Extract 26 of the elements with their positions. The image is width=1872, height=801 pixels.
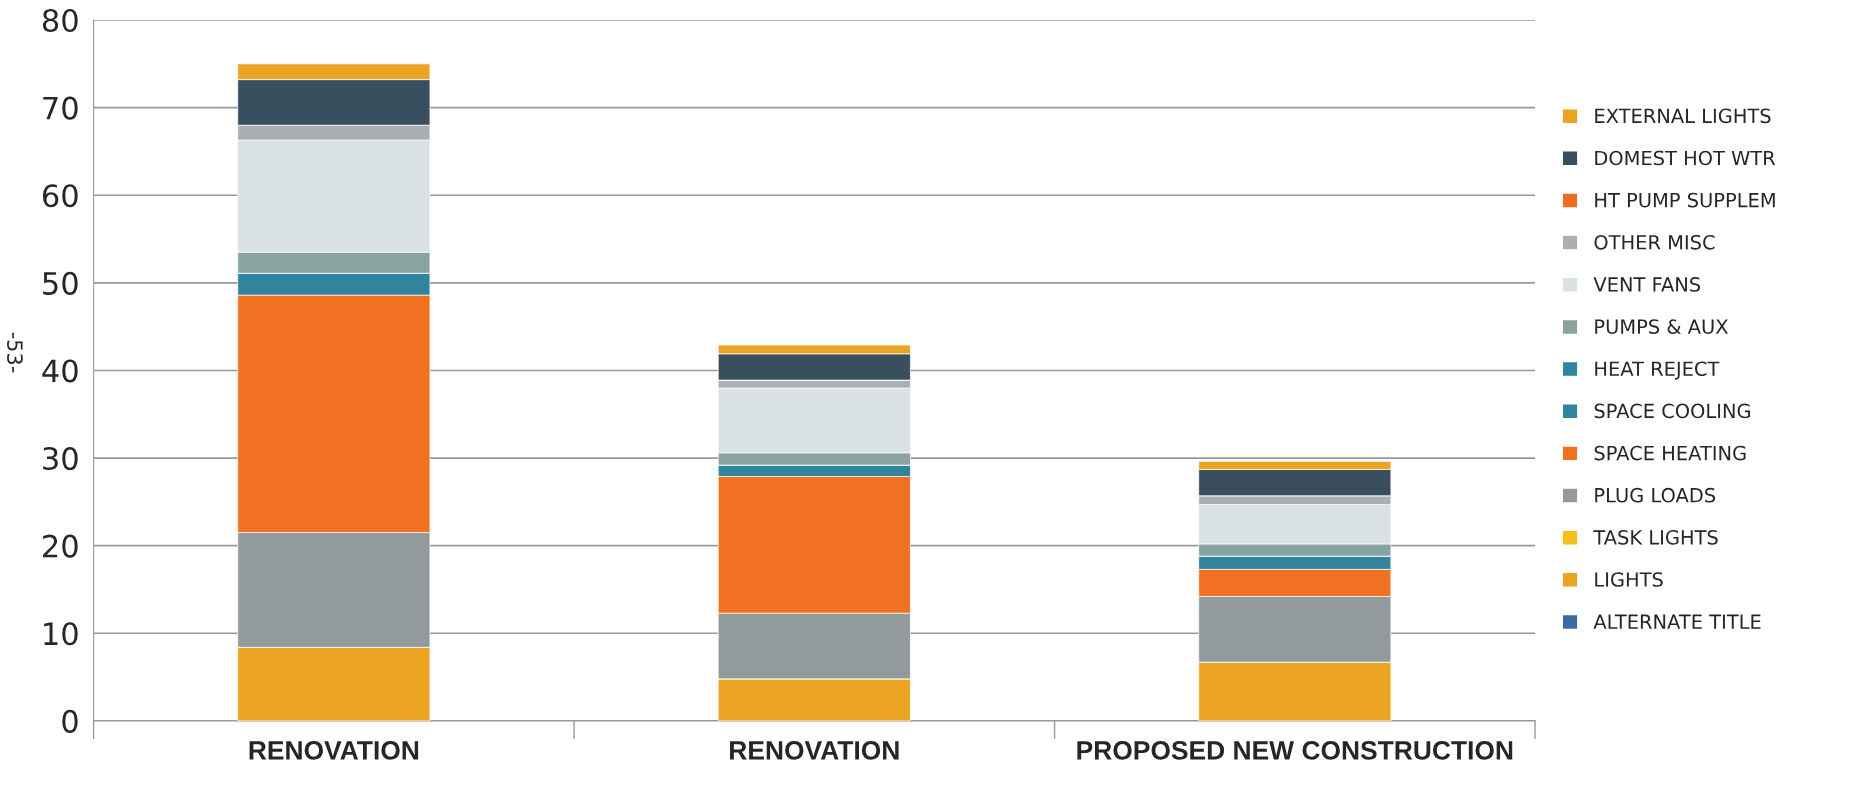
- legend-label: DOMEST HOT WTR: [1595, 150, 1776, 166]
- y-tick-label: 20: [43, 534, 78, 558]
- y-tick-label: 30: [43, 447, 78, 471]
- y-tick-label: 80: [42, 8, 78, 33]
- y-tick-label: 60: [42, 184, 78, 208]
- y-tick-label: 70: [43, 96, 78, 120]
- x-tick-label: RENOVATION: [730, 741, 899, 760]
- legend-label: SPACE HEATING: [1594, 445, 1746, 461]
- legend-label: PLUG LOADS: [1595, 487, 1716, 503]
- y-tick-label: 0: [62, 709, 78, 733]
- x-tick-label: PROPOSED NEW CONSTRUCTION: [1077, 741, 1513, 760]
- legend-label: SPACE COOLING: [1594, 403, 1750, 419]
- y-tick-label: 40: [42, 359, 78, 383]
- legend-label: LIGHTS: [1595, 572, 1663, 587]
- legend-label: HT PUMP SUPPLEM: [1595, 192, 1775, 208]
- legend-label: OTHER MISC: [1594, 234, 1715, 250]
- x-tick-label: RENOVATION: [249, 741, 419, 760]
- legend-label: PUMPS & AUX: [1595, 319, 1728, 334]
- legend-label: ALTERNATE TITLE: [1593, 614, 1761, 629]
- y-tick-label: 50: [43, 271, 78, 295]
- legend-label: TASK LIGHTS: [1593, 530, 1718, 545]
- y-tick-label: 10: [44, 622, 78, 646]
- text: -53-: [7, 332, 23, 373]
- legend-label: HEAT REJECT: [1595, 361, 1720, 380]
- legend-label: EXTERNAL LIGHTS: [1595, 108, 1771, 124]
- legend-label: VENT FANS: [1593, 277, 1701, 292]
